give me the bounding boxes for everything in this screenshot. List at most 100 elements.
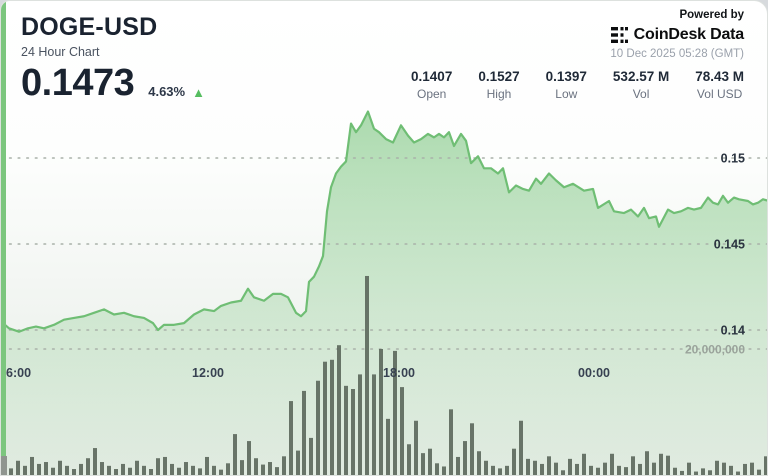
volume-bar [491,465,495,475]
volume-bar [554,462,558,475]
volume-bar [743,463,747,475]
volume-bar [729,465,733,475]
volume-axis-tick: 20,000,000 [685,343,745,357]
volume-bar [30,456,34,475]
volume-bar [715,460,719,475]
volume-bar [44,462,48,475]
current-price: 0.1473 [21,62,135,104]
volume-bar [386,418,390,475]
stat-high-label: High [486,87,512,101]
volume-bar [561,470,565,475]
volume-bar [687,462,691,475]
volume-bar [114,469,118,475]
price-axis-tick: 0.14 [721,324,745,338]
price-area-fill [1,111,767,475]
volume-bar [296,450,300,475]
volume-bar [757,469,761,475]
volume-bar [428,448,432,475]
volume-bar [673,467,677,475]
volume-bar [722,462,726,475]
time-axis-tick: 18:00 [383,366,415,380]
coindesk-brand-link[interactable]: CoinDesk Data [610,26,744,44]
volume-bar [449,409,453,475]
volume-bar [414,420,418,475]
volume-bar [498,468,502,475]
stat-volume: 532.57 M Vol [613,69,669,101]
volume-bar [121,463,125,475]
volume-bar [212,465,216,475]
volume-bar [65,465,69,475]
chart-timestamp: 10 Dec 2025 05:28 (GMT) [610,48,744,60]
volume-bar [407,444,411,475]
stat-open: 0.1407 Open [411,69,452,101]
volume-bar [205,456,209,475]
chart-subtitle: 24 Hour Chart [21,45,100,59]
volume-bar [86,458,90,475]
volume-bar [233,434,237,475]
stat-high: 0.1527 High [478,69,519,101]
volume-bar [526,458,530,475]
volume-bar [582,453,586,475]
volume-bar [463,441,467,475]
volume-bar [631,456,635,475]
powered-by-block: Powered by CoinDesk Data 10 Dec 2025 05:… [610,9,744,60]
price-axis-tick: 0.15 [721,152,745,166]
volume-bar [16,460,20,475]
volume-bar [261,464,265,475]
volume-bar [533,460,537,475]
volume-bar [309,437,313,475]
stat-low-value: 0.1397 [545,69,587,84]
volume-bar [344,385,348,475]
stat-open-label: Open [417,87,447,101]
volume-bar [638,463,642,475]
volume-bar [184,462,188,475]
volume-bar [198,468,202,475]
volume-bar [135,460,139,475]
volume-bar [254,458,258,475]
time-axis-tick: 12:00 [192,366,224,380]
volume-bar [603,462,607,475]
stat-open-value: 0.1407 [411,69,453,84]
volume-bar [379,349,383,475]
volume-bar [163,456,167,475]
volume-bar [750,462,754,475]
volume-bar [456,456,460,475]
volume-bar [652,462,656,475]
volume-bar [100,462,104,475]
volume-bar [337,345,341,475]
volume-bar [666,455,670,475]
volume-bar [610,453,614,475]
volume-bar [9,468,13,475]
volume-bar [393,350,397,475]
volume-bar [107,465,111,475]
stat-volume-usd-label: Vol USD [696,87,743,101]
stat-volume-label: Vol [632,87,650,101]
volume-bar [519,420,523,475]
volume-bar [93,448,97,475]
volume-bar [149,469,153,475]
volume-bar [589,465,593,475]
volume-bar [505,465,509,475]
volume-bar [442,466,446,475]
volume-bar [23,465,27,475]
stat-low: 0.1397 Low [546,69,587,101]
time-axis-tick: 6:00 [6,366,31,380]
volume-bar [275,467,279,475]
volume-bar [617,465,621,475]
volume-bar [512,448,516,475]
powered-by-label: Powered by [679,9,744,21]
price-change-percent: 4.63% [148,84,186,100]
volume-bar [128,467,132,475]
left-scrollbar-thumb[interactable] [1,456,7,475]
volume-bar [477,451,481,475]
volume-bar [289,401,293,475]
volume-bar [435,463,439,475]
volume-bar [694,471,698,475]
volume-bar [372,374,376,475]
left-accent-bar [1,1,6,456]
price-line [1,110,767,333]
stat-low-label: Low [555,87,578,101]
volume-bar [659,453,663,475]
